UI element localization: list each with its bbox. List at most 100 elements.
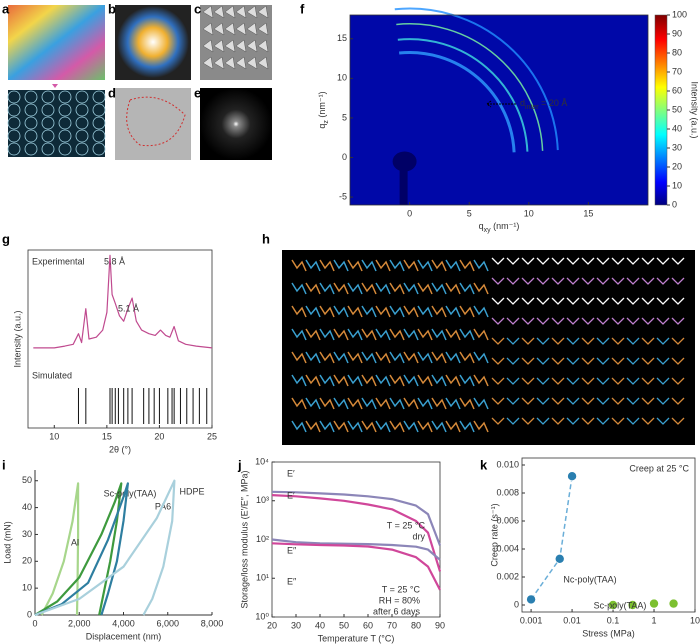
structure-line xyxy=(333,374,349,387)
structure-line xyxy=(389,305,405,318)
structure-line xyxy=(641,377,655,385)
chart-title: Creep at 25 °C xyxy=(629,463,689,473)
x-tick-label: 20 xyxy=(267,620,277,630)
crystal-plate xyxy=(235,56,247,70)
structure-line xyxy=(403,259,419,272)
structure-line xyxy=(671,397,685,405)
annotation-part: d xyxy=(520,98,525,108)
structure-line xyxy=(581,317,595,325)
structure-line xyxy=(551,277,565,285)
structure-line xyxy=(291,305,307,318)
structure-line xyxy=(491,297,505,305)
y-tick-label: 0.010 xyxy=(496,459,519,469)
structure-line xyxy=(291,259,307,272)
structure-line xyxy=(596,257,610,265)
structure-line xyxy=(305,351,321,364)
structure-line xyxy=(521,257,535,265)
y-tick-label: 10⁴ xyxy=(255,456,269,466)
panel-label: b xyxy=(108,1,116,16)
structure-line xyxy=(671,317,685,325)
structure-line xyxy=(626,417,640,425)
structure-line xyxy=(536,377,550,385)
structure-line xyxy=(641,337,655,345)
structure-line xyxy=(389,282,405,295)
crystal-plate xyxy=(202,22,214,36)
data-point xyxy=(567,471,577,482)
structure-line xyxy=(536,357,550,365)
annotation-part: inter xyxy=(525,104,539,111)
series-line xyxy=(34,482,123,616)
colorbar-tick-label: 50 xyxy=(672,104,682,114)
structure-line xyxy=(536,257,550,265)
beam-stop xyxy=(399,157,408,205)
colorbar-tick-label: 20 xyxy=(672,161,682,171)
data-point xyxy=(649,598,659,609)
structure-line xyxy=(566,317,580,325)
structure-line xyxy=(566,297,580,305)
spherulite xyxy=(75,129,89,143)
structure-line xyxy=(459,328,475,341)
structure-line xyxy=(671,357,685,365)
series-line xyxy=(271,494,442,572)
spherulite xyxy=(7,103,21,117)
structure-line xyxy=(445,397,461,410)
structure-line xyxy=(459,305,475,318)
structure-line xyxy=(581,297,595,305)
colorbar-tick-label: 70 xyxy=(672,66,682,76)
spherulite xyxy=(75,90,89,104)
series-line xyxy=(271,490,442,546)
structure-line xyxy=(473,328,489,341)
x-axis-label: Displacement (nm) xyxy=(86,631,162,641)
x-tick-label: 30 xyxy=(291,620,301,630)
structure-line xyxy=(506,317,520,325)
arrow xyxy=(52,84,58,88)
spherulite xyxy=(24,103,38,117)
structure-line xyxy=(361,351,377,364)
structure-line xyxy=(305,282,321,295)
structure-line xyxy=(445,374,461,387)
structure-line xyxy=(491,417,505,425)
structure-line xyxy=(566,397,580,405)
crystal-plate xyxy=(224,22,236,36)
spherulite xyxy=(41,103,55,117)
structure-line xyxy=(361,282,377,295)
structure-line xyxy=(641,397,655,405)
structure-line xyxy=(626,317,640,325)
x-tick-label: 0.1 xyxy=(607,615,620,625)
structure-line xyxy=(566,357,580,365)
structure-line xyxy=(506,297,520,305)
crystal-plate xyxy=(213,5,225,19)
structure-line xyxy=(431,351,447,364)
spherulite xyxy=(7,116,21,130)
series-line xyxy=(271,542,441,591)
structure-line xyxy=(551,337,565,345)
series-label: Sc-poly(TAA) xyxy=(104,488,157,498)
structure-line xyxy=(671,417,685,425)
structure-line xyxy=(656,257,670,265)
sticks-label: Simulated xyxy=(32,370,72,380)
structure-line xyxy=(417,420,433,433)
structure-line xyxy=(536,337,550,345)
colorbar-tick-label: 100 xyxy=(672,9,687,19)
structure-line xyxy=(506,357,520,365)
y-tick-label: 0.004 xyxy=(496,543,519,553)
series-line xyxy=(271,538,441,561)
y-tick-label: 10⁰ xyxy=(255,611,269,621)
x-tick-label: 90 xyxy=(435,620,445,630)
structure-line xyxy=(506,277,520,285)
structure-line xyxy=(459,374,475,387)
structure-line xyxy=(536,417,550,425)
structure-line xyxy=(641,257,655,265)
colorbar-tick-label: 40 xyxy=(672,123,682,133)
structure-line xyxy=(671,297,685,305)
structure-line xyxy=(656,417,670,425)
structure-line xyxy=(361,328,377,341)
structure-line xyxy=(403,397,419,410)
structure-line xyxy=(551,377,565,385)
structure-line xyxy=(389,328,405,341)
x-tick-label: 10 xyxy=(524,208,534,218)
structure-line xyxy=(333,420,349,433)
structure-line xyxy=(611,397,625,405)
y-axis-label-part: z xyxy=(323,120,330,124)
structure-line xyxy=(611,417,625,425)
